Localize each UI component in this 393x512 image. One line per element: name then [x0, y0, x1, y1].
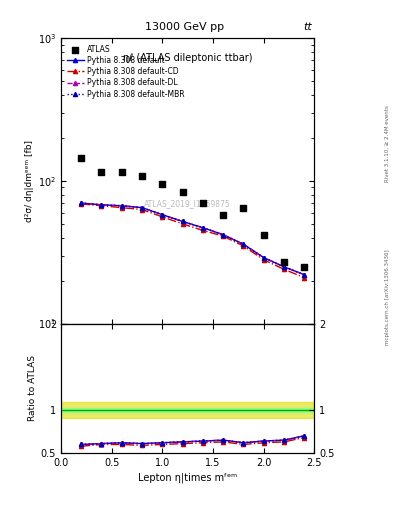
Pythia 8.308 default-DL [241, 241, 246, 247]
Pythia 8.308 default [99, 202, 104, 208]
Pythia 8.308 default-CD [221, 233, 226, 239]
Pythia 8.308 default-DL [180, 219, 185, 225]
Pythia 8.308 default-MBR [160, 211, 165, 218]
Pythia 8.308 default-CD [180, 221, 185, 227]
Pythia 8.308 default-CD [241, 243, 246, 249]
Pythia 8.308 default-CD [140, 206, 144, 212]
Pythia 8.308 default-MBR [241, 241, 246, 247]
Y-axis label: d²σ/ dη|dmᵉᵉᵐ [fb]: d²σ/ dη|dmᵉᵉᵐ [fb] [25, 140, 34, 222]
Pythia 8.308 default-MBR [282, 264, 286, 270]
Pythia 8.308 default [119, 203, 124, 209]
Pythia 8.308 default [282, 264, 286, 270]
Line: Pythia 8.308 default-CD: Pythia 8.308 default-CD [79, 202, 307, 280]
ATLAS [78, 154, 84, 162]
Text: ηℓ (ATLAS dileptonic ttbar): ηℓ (ATLAS dileptonic ttbar) [123, 53, 252, 62]
Pythia 8.308 default-CD [261, 257, 266, 263]
Text: Rivet 3.1.10, ≥ 2.4M events: Rivet 3.1.10, ≥ 2.4M events [385, 105, 389, 182]
Pythia 8.308 default [302, 272, 307, 278]
Bar [61, 402, 314, 418]
ATLAS [220, 210, 226, 219]
Line: Pythia 8.308 default-MBR: Pythia 8.308 default-MBR [79, 201, 307, 277]
Pythia 8.308 default-CD [160, 214, 165, 220]
ATLAS [119, 168, 125, 177]
ATLAS [159, 180, 165, 188]
ATLAS [240, 204, 246, 212]
Pythia 8.308 default-DL [79, 200, 84, 206]
Pythia 8.308 default-MBR [200, 225, 205, 231]
Pythia 8.308 default-DL [119, 203, 124, 209]
X-axis label: Lepton η|times mᶠᵉᵐ: Lepton η|times mᶠᵉᵐ [138, 472, 237, 483]
Line: Pythia 8.308 default: Pythia 8.308 default [79, 201, 307, 277]
ATLAS [261, 230, 267, 239]
Text: 13000 GeV pp: 13000 GeV pp [145, 22, 224, 32]
ATLAS [281, 258, 287, 266]
Text: mcplots.cern.ch [arXiv:1306.3436]: mcplots.cern.ch [arXiv:1306.3436] [385, 249, 389, 345]
ATLAS [301, 263, 307, 271]
Pythia 8.308 default-CD [99, 203, 104, 209]
Pythia 8.308 default [180, 219, 185, 225]
Pythia 8.308 default [140, 205, 144, 211]
Pythia 8.308 default-CD [119, 205, 124, 211]
Pythia 8.308 default-DL [99, 202, 104, 208]
Pythia 8.308 default-MBR [119, 203, 124, 209]
Pythia 8.308 default-MBR [221, 231, 226, 238]
Bar [61, 408, 314, 412]
Pythia 8.308 default-MBR [261, 254, 266, 261]
Pythia 8.308 default [200, 225, 205, 231]
Pythia 8.308 default-MBR [180, 219, 185, 225]
Pythia 8.308 default-DL [282, 264, 286, 270]
Pythia 8.308 default-DL [261, 254, 266, 261]
Line: Pythia 8.308 default-DL: Pythia 8.308 default-DL [79, 201, 307, 277]
Text: tt: tt [304, 22, 312, 32]
Pythia 8.308 default [261, 254, 266, 261]
ATLAS [98, 168, 105, 177]
Pythia 8.308 default-MBR [140, 205, 144, 211]
Pythia 8.308 default-CD [79, 201, 84, 207]
Pythia 8.308 default-CD [282, 266, 286, 272]
Legend: ATLAS, Pythia 8.308 default, Pythia 8.308 default-CD, Pythia 8.308 default-DL, P: ATLAS, Pythia 8.308 default, Pythia 8.30… [65, 42, 187, 101]
Pythia 8.308 default [241, 241, 246, 247]
Pythia 8.308 default-MBR [302, 272, 307, 278]
Pythia 8.308 default-CD [200, 227, 205, 233]
ATLAS [180, 188, 186, 197]
Pythia 8.308 default-CD [302, 274, 307, 281]
Pythia 8.308 default-DL [200, 225, 205, 231]
Pythia 8.308 default-DL [160, 211, 165, 218]
ATLAS [200, 199, 206, 207]
Pythia 8.308 default-DL [302, 272, 307, 278]
Pythia 8.308 default-DL [140, 205, 144, 211]
Text: ATLAS_2019_I1759875: ATLAS_2019_I1759875 [144, 199, 231, 208]
Pythia 8.308 default [221, 231, 226, 238]
Pythia 8.308 default [160, 211, 165, 218]
Pythia 8.308 default [79, 200, 84, 206]
Y-axis label: Ratio to ATLAS: Ratio to ATLAS [28, 355, 37, 421]
ATLAS [139, 172, 145, 180]
Pythia 8.308 default-MBR [79, 200, 84, 206]
Pythia 8.308 default-MBR [99, 202, 104, 208]
Pythia 8.308 default-DL [221, 231, 226, 238]
